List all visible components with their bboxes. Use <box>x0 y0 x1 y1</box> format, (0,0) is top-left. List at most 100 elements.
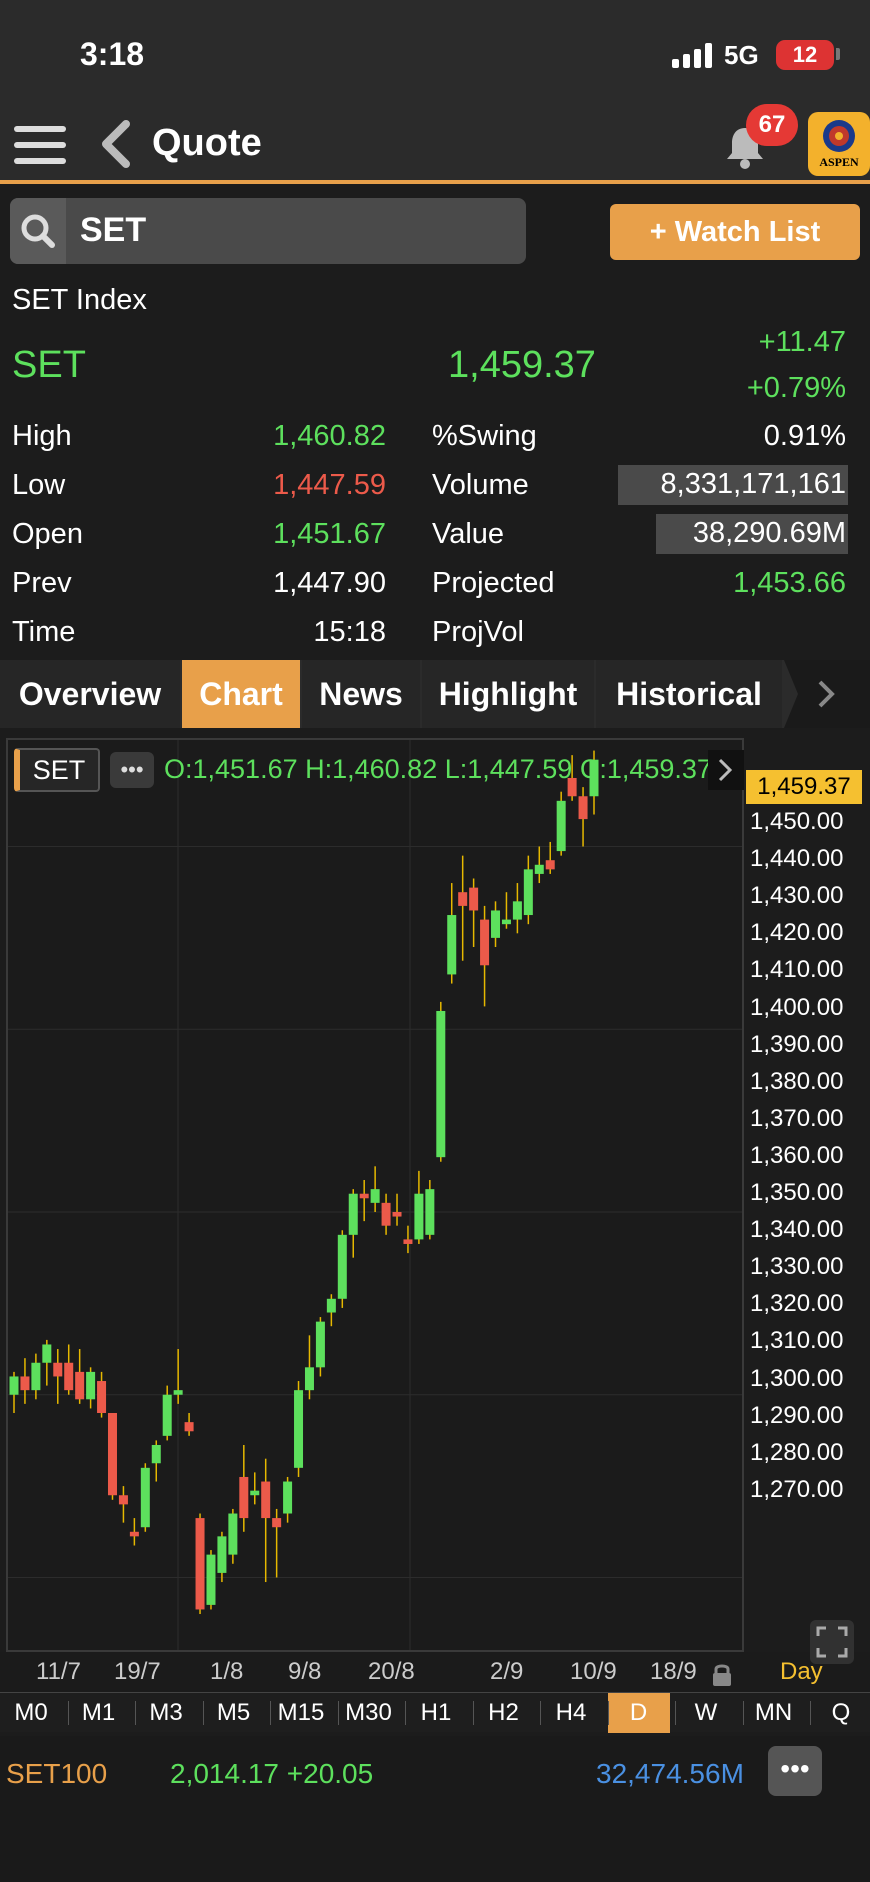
timeframe-m30[interactable]: M30 <box>345 1699 392 1726</box>
timeframe-m0[interactable]: M0 <box>14 1699 48 1726</box>
high-label: High <box>12 420 72 452</box>
candle-body <box>414 1193 424 1240</box>
candle <box>392 1193 402 1226</box>
time-label: Time <box>12 616 76 648</box>
search-input[interactable]: SET <box>80 211 147 249</box>
candle-body <box>173 1390 183 1395</box>
chart-symbol-tag[interactable]: SET <box>14 748 100 792</box>
timeframe-d[interactable]: D <box>607 1693 670 1733</box>
candle-body <box>250 1490 260 1496</box>
candle-body <box>283 1481 293 1514</box>
candle-body <box>567 777 577 797</box>
high-value: 1,460.82 <box>273 420 386 452</box>
price-axis: 1,450.00 1,440.00 1,430.00 1,420.00 1,410.00… <box>746 760 870 1650</box>
candle-body <box>556 800 566 852</box>
timeframe-h1[interactable]: H1 <box>420 1699 452 1726</box>
timeframe-separator <box>540 1701 541 1725</box>
candle <box>414 1170 424 1244</box>
chevron-right-icon[interactable] <box>708 750 744 790</box>
timeframe-h4[interactable]: H4 <box>555 1699 587 1726</box>
candle <box>304 1335 314 1400</box>
search-icon <box>21 214 55 248</box>
chart-area[interactable] <box>6 738 744 1652</box>
network-label: 5G <box>724 40 759 70</box>
search-icon-box[interactable] <box>10 198 66 264</box>
tab-highlight[interactable]: Highlight <box>422 660 594 728</box>
timeframe-w[interactable]: W <box>694 1699 718 1726</box>
candle <box>64 1344 74 1395</box>
candle-body <box>53 1362 63 1377</box>
candle <box>283 1476 293 1523</box>
battery-icon: 12 <box>776 40 834 70</box>
candle <box>403 1225 413 1254</box>
swing-label: %Swing <box>432 420 537 452</box>
timeframe-separator <box>742 1701 744 1725</box>
battery-tip <box>836 48 840 60</box>
candle <box>359 1180 369 1222</box>
fullscreen-icon[interactable] <box>808 1618 856 1666</box>
candle-body <box>162 1394 172 1436</box>
add-watch-list-button[interactable]: + Watch List <box>610 204 860 260</box>
timeframe-h2[interactable]: H2 <box>488 1699 519 1726</box>
footer-symbol[interactable]: SET100 <box>6 1758 108 1789</box>
notification-badge[interactable]: 67 <box>746 104 798 146</box>
price-axis-label: 1,400.00 <box>750 993 844 1021</box>
candle-body <box>129 1531 139 1537</box>
candle-body <box>315 1321 325 1368</box>
timeframe-separator <box>472 1701 474 1725</box>
timeframe-q[interactable]: Q <box>831 1699 851 1726</box>
candlestick-chart[interactable] <box>8 740 742 1650</box>
candle-body <box>337 1234 347 1299</box>
timeframe-mn[interactable]: MN <box>754 1699 793 1726</box>
search-field[interactable]: SET <box>10 198 526 264</box>
tab-scroll-right-icon[interactable] <box>784 660 870 728</box>
candle-body <box>491 910 501 938</box>
timeframe-m3[interactable]: M3 <box>149 1699 183 1726</box>
aspen-logo[interactable]: ASPEN <box>808 112 870 176</box>
candle <box>53 1349 63 1404</box>
change-value: +11.47 <box>758 326 846 358</box>
candle-body <box>501 919 511 925</box>
back-chevron-icon[interactable] <box>96 120 136 168</box>
menu-icon[interactable] <box>14 124 66 166</box>
candle <box>228 1508 238 1564</box>
candle-body <box>392 1211 402 1217</box>
candle <box>480 905 490 1007</box>
candle-body <box>469 887 479 911</box>
date-label: 2/9 <box>490 1658 524 1685</box>
price-axis-label: 1,370.00 <box>750 1104 844 1132</box>
candle-body <box>512 901 522 920</box>
page-title: Quote <box>152 122 262 164</box>
lock-icon[interactable] <box>710 1662 734 1688</box>
chart-more-button[interactable]: ••• <box>110 752 154 788</box>
candle-body <box>294 1390 304 1468</box>
candle <box>491 901 501 948</box>
date-label: 9/8 <box>288 1658 322 1685</box>
candle <box>217 1531 227 1583</box>
tab-overview[interactable]: Overview <box>0 660 180 728</box>
candle <box>501 892 511 929</box>
logo-emblem-icon <box>823 120 855 152</box>
price-axis-label: 1,380.00 <box>750 1067 844 1095</box>
candle-body <box>348 1193 358 1235</box>
timeframe-m15[interactable]: M15 <box>277 1699 325 1726</box>
candle-body <box>206 1554 216 1605</box>
candle <box>469 878 479 948</box>
timeframe-separator <box>405 1701 406 1725</box>
candle-body <box>31 1362 41 1391</box>
candle-body <box>42 1344 52 1363</box>
candle-body <box>359 1193 369 1199</box>
timeframe-m1[interactable]: M1 <box>81 1699 116 1726</box>
tab-historical[interactable]: Historical <box>596 660 782 728</box>
timeframe-m5[interactable]: M5 <box>216 1699 251 1726</box>
candle <box>294 1381 304 1477</box>
quote-symbol: SET <box>12 344 86 386</box>
tab-news[interactable]: News <box>302 660 420 728</box>
candle-body <box>64 1362 74 1391</box>
price-axis-label: 1,350.00 <box>750 1179 844 1206</box>
time-value: 15:18 <box>313 616 386 648</box>
footer-more-button[interactable]: ••• <box>768 1746 822 1796</box>
tab-chart[interactable]: Chart <box>182 660 300 728</box>
date-label: 10/9 <box>570 1658 617 1685</box>
last-price-marker: 1,459.37 <box>746 770 862 804</box>
